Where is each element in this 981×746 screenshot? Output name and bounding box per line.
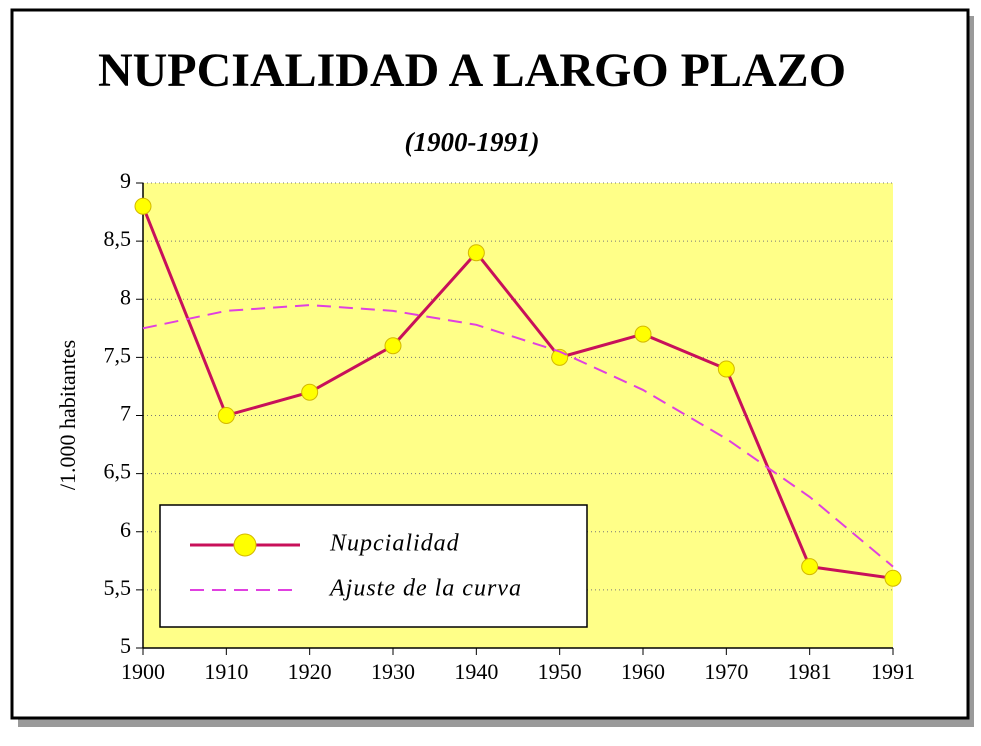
x-tick-label: 1910: [204, 659, 248, 684]
y-tick-label: 8,5: [104, 226, 132, 251]
y-tick-label: 5: [120, 633, 131, 658]
series-line: [142, 304, 894, 568]
legend-label: Nupcialidad: [329, 531, 460, 557]
point: [801, 558, 819, 576]
x-tick-label: 1981: [788, 659, 832, 684]
legend-box: [159, 504, 588, 628]
y-tick-label: 6,5: [104, 459, 132, 484]
legend-marker: [233, 533, 257, 557]
point: [717, 360, 735, 378]
y-tick-label: 7,5: [104, 342, 132, 367]
y-axis-label: /1.000 habitantes: [55, 340, 80, 490]
x-tick-label: 1900: [121, 659, 165, 684]
y-tick-label: 7: [120, 401, 131, 426]
x-tick-label: 1950: [538, 659, 582, 684]
point: [134, 197, 152, 215]
x-tick-label: 1970: [704, 659, 748, 684]
chart-title: NUPCIALIDAD A LARGO PLAZO: [98, 44, 846, 97]
point: [301, 383, 319, 401]
x-tick-label: 1991: [871, 659, 915, 684]
frame-shadow: [18, 718, 973, 727]
y-tick-label: 6: [120, 517, 131, 542]
x-tick-label: 1930: [371, 659, 415, 684]
chart-subtitle: (1900-1991): [405, 127, 540, 157]
point: [384, 337, 402, 355]
x-tick-label: 1920: [288, 659, 332, 684]
frame-shadow: [968, 16, 974, 727]
x-tick-label: 1940: [454, 659, 498, 684]
point: [884, 569, 902, 587]
y-tick-label: 5,5: [104, 575, 132, 600]
point: [634, 325, 652, 343]
y-tick-label: 9: [120, 168, 131, 193]
legend-label: Ajuste de la curva: [328, 576, 522, 602]
y-tick-label: 8: [120, 284, 131, 309]
x-tick-label: 1960: [621, 659, 665, 684]
point: [467, 244, 485, 262]
point: [217, 407, 235, 424]
